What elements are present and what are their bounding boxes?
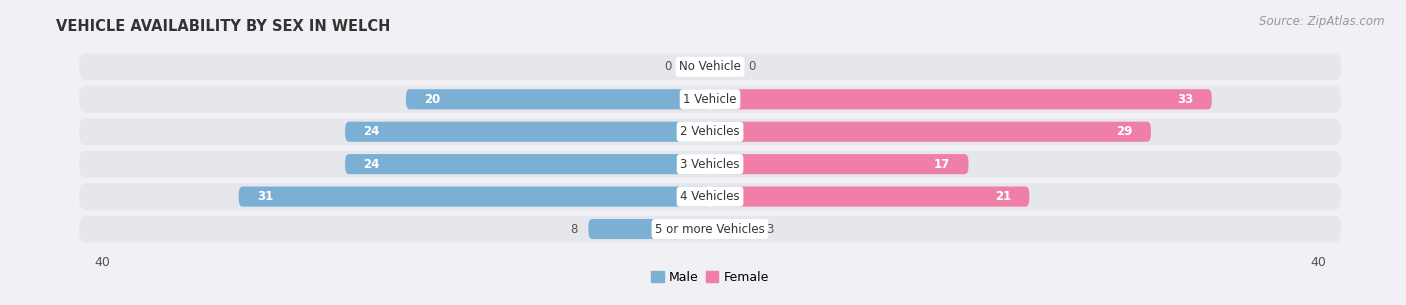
FancyBboxPatch shape [588, 219, 710, 239]
FancyBboxPatch shape [344, 154, 710, 174]
FancyBboxPatch shape [239, 187, 710, 206]
Text: 4 Vehicles: 4 Vehicles [681, 190, 740, 203]
Text: 5 or more Vehicles: 5 or more Vehicles [655, 223, 765, 235]
Text: 20: 20 [425, 93, 440, 106]
Text: No Vehicle: No Vehicle [679, 60, 741, 73]
Text: Source: ZipAtlas.com: Source: ZipAtlas.com [1260, 15, 1385, 28]
Text: VEHICLE AVAILABILITY BY SEX IN WELCH: VEHICLE AVAILABILITY BY SEX IN WELCH [56, 20, 391, 34]
Text: 17: 17 [934, 158, 950, 170]
Text: 31: 31 [257, 190, 273, 203]
FancyBboxPatch shape [710, 154, 969, 174]
Text: 29: 29 [1116, 125, 1133, 138]
FancyBboxPatch shape [710, 219, 755, 239]
FancyBboxPatch shape [79, 54, 1341, 80]
FancyBboxPatch shape [79, 86, 1341, 113]
Text: 1 Vehicle: 1 Vehicle [683, 93, 737, 106]
FancyBboxPatch shape [406, 89, 710, 109]
FancyBboxPatch shape [710, 122, 1152, 142]
Text: 24: 24 [363, 125, 380, 138]
FancyBboxPatch shape [710, 187, 1029, 206]
FancyBboxPatch shape [710, 89, 1212, 109]
Text: 3 Vehicles: 3 Vehicles [681, 158, 740, 170]
FancyBboxPatch shape [344, 122, 710, 142]
Text: 0: 0 [748, 60, 755, 73]
Text: 3: 3 [766, 223, 773, 235]
Text: 21: 21 [995, 190, 1011, 203]
Text: 0: 0 [665, 60, 672, 73]
FancyBboxPatch shape [79, 216, 1341, 242]
FancyBboxPatch shape [79, 118, 1341, 145]
Text: 2 Vehicles: 2 Vehicles [681, 125, 740, 138]
FancyBboxPatch shape [79, 183, 1341, 210]
Text: 8: 8 [571, 223, 578, 235]
Text: 24: 24 [363, 158, 380, 170]
Text: 33: 33 [1177, 93, 1194, 106]
FancyBboxPatch shape [79, 151, 1341, 178]
Legend: Male, Female: Male, Female [647, 266, 773, 289]
